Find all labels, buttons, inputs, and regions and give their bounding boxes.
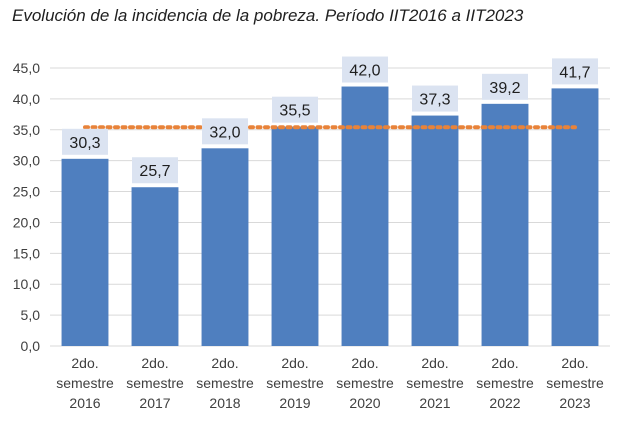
data-label-box [482, 73, 528, 100]
bar [481, 103, 529, 346]
x-tick-label: 2do. semestre 2016 [56, 355, 114, 411]
x-tick-label-line: 2do. [351, 355, 378, 371]
x-tick-label: 2do. semestre 2021 [406, 355, 464, 411]
x-tick-label-line: 2018 [209, 395, 240, 411]
bar [61, 158, 109, 346]
data-label: 35,5 [279, 103, 310, 120]
x-tick-label: 2do. semestre 2018 [196, 355, 254, 411]
y-tick-label: 10,0 [13, 276, 40, 292]
x-tick-label: 2do. semestre 2023 [546, 355, 604, 411]
x-tick-label-line: 2022 [489, 395, 520, 411]
x-tick-label-line: 2do. [491, 355, 518, 371]
x-tick-label-line: 2023 [559, 395, 590, 411]
bar [341, 86, 389, 347]
x-tick-label-line: 2do. [71, 355, 98, 371]
x-tick-label-line: semestre [196, 375, 254, 391]
x-tick-label-line: 2016 [69, 395, 100, 411]
data-label-box [272, 96, 318, 123]
x-tick-label-line: 2do. [561, 355, 588, 371]
y-tick-label: 0,0 [21, 338, 41, 354]
data-label-box [202, 118, 248, 145]
y-tick-label: 20,0 [13, 214, 40, 230]
x-tick-label-line: semestre [56, 375, 114, 391]
x-tick-label-line: semestre [476, 375, 534, 391]
y-tick-label: 35,0 [13, 122, 40, 138]
data-label-box [132, 157, 178, 184]
x-tick-label-line: 2021 [419, 395, 450, 411]
x-tick-label-line: 2019 [279, 395, 310, 411]
chart-title: Evolución de la incidencia de la pobreza… [12, 6, 524, 25]
x-tick-label-line: semestre [336, 375, 394, 391]
x-tick-label: 2do. semestre 2017 [126, 355, 184, 411]
x-tick-label-line: semestre [406, 375, 464, 391]
data-label: 32,0 [209, 124, 240, 141]
bar [411, 115, 459, 347]
x-tick-label: 2do. semestre 2020 [336, 355, 394, 411]
x-tick-label-line: semestre [126, 375, 184, 391]
x-tick-label-line: 2do. [141, 355, 168, 371]
data-label-box [342, 56, 388, 83]
data-label-box [552, 58, 598, 85]
x-tick-label-line: 2017 [139, 395, 170, 411]
y-tick-label: 15,0 [13, 245, 40, 261]
x-tick-label: 2do. semestre 2022 [476, 355, 534, 411]
x-tick-label-line: 2do. [421, 355, 448, 371]
data-label: 37,3 [419, 92, 450, 109]
data-label: 25,7 [139, 163, 170, 180]
x-tick-label-line: semestre [546, 375, 604, 391]
data-label: 30,3 [69, 135, 100, 152]
y-tick-label: 40,0 [13, 91, 40, 107]
y-tick-label: 25,0 [13, 184, 40, 200]
data-label: 41,7 [559, 64, 590, 81]
x-tick-label: 2do. semestre 2019 [266, 355, 324, 411]
x-tick-label-line: semestre [266, 375, 324, 391]
y-tick-label: 5,0 [21, 307, 41, 323]
bar [201, 148, 249, 346]
bar [271, 126, 319, 346]
bar [551, 88, 599, 347]
data-label: 39,2 [489, 80, 520, 97]
x-tick-label-line: 2do. [281, 355, 308, 371]
bar [131, 187, 179, 346]
data-label-box [412, 85, 458, 112]
x-tick-label-line: 2do. [211, 355, 238, 371]
x-tick-label-line: 2020 [349, 395, 380, 411]
data-label-box [62, 128, 108, 155]
data-label: 42,0 [349, 63, 380, 80]
y-tick-label: 30,0 [13, 153, 40, 169]
y-tick-label: 45,0 [13, 60, 40, 76]
